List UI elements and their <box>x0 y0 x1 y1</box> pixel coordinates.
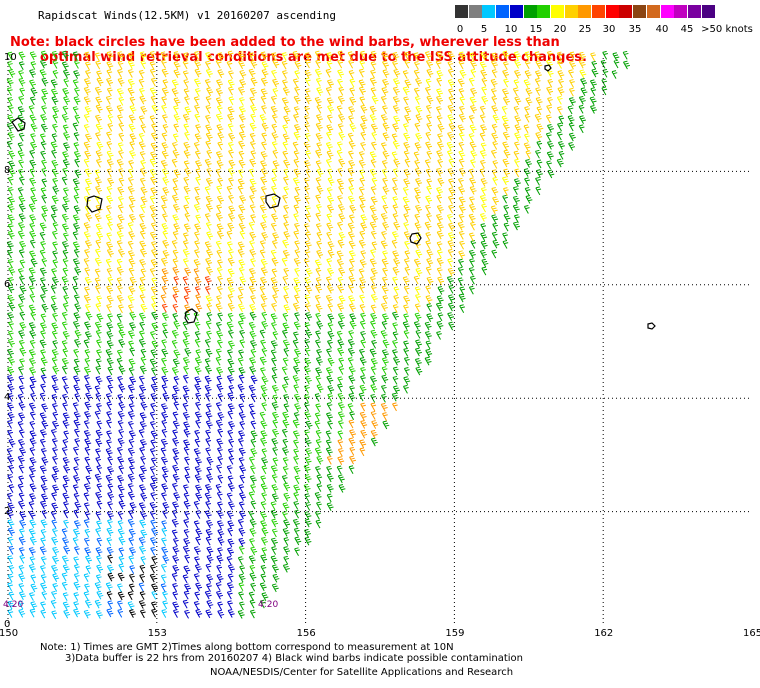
legend-swatch <box>660 5 674 18</box>
island-outline <box>544 64 552 72</box>
wind-barbs-layer <box>6 50 630 620</box>
wind-barb-group <box>6 50 630 619</box>
legend-label: 30 <box>602 24 616 35</box>
legend-swatch <box>509 5 523 18</box>
wind-barb-group <box>160 266 398 466</box>
island-outline <box>86 195 103 213</box>
legend-label: >50 knots <box>701 24 753 35</box>
contamination-note-line-1: Note: black circles have been added to t… <box>10 35 560 50</box>
latitude-tick: 10 <box>4 52 17 63</box>
legend-swatch <box>482 5 496 18</box>
latitude-tick: 2 <box>4 505 11 517</box>
island-outline <box>409 232 422 245</box>
legend-swatch <box>674 5 688 18</box>
legend-swatch <box>537 5 551 18</box>
legend-label: 10 <box>504 24 518 35</box>
legend-swatch <box>701 5 715 18</box>
contamination-note-line-2: optimal wind retrieval conditions are me… <box>40 50 587 65</box>
longitude-tick: 162 <box>594 628 614 639</box>
latitude-tick: 6 <box>4 278 11 290</box>
wind-barb-group <box>106 554 159 619</box>
legend-label: 20 <box>553 24 567 35</box>
wind-barb-group <box>6 374 258 619</box>
legend-swatch <box>605 5 619 18</box>
legend-label: 5 <box>480 24 488 35</box>
legend-swatch <box>646 5 660 18</box>
footer-note-line-1: Note: 1) Times are GMT 2)Times along bot… <box>40 642 454 653</box>
legend-swatch <box>592 5 605 18</box>
legend-label: 40 <box>655 24 669 35</box>
legend-label: 35 <box>628 24 642 35</box>
legend-label: 45 <box>680 24 694 35</box>
legend-label: 25 <box>578 24 592 35</box>
island-outline <box>265 193 281 209</box>
wind-barb-group <box>161 276 212 313</box>
wind-barb-group <box>6 50 422 591</box>
legend-swatch <box>687 5 701 18</box>
longitude-tick: 165 <box>743 628 760 639</box>
longitude-tick: 159 <box>445 628 465 639</box>
wind-barb-group <box>7 519 168 620</box>
latitude-tick: 0 <box>4 619 11 630</box>
wind-barb-group <box>83 50 587 313</box>
legend-swatch <box>619 5 633 18</box>
longitude-tick: 153 <box>147 628 167 639</box>
island-outline <box>184 308 198 324</box>
island-outline <box>647 322 656 330</box>
lat-lon-grid <box>7 58 752 625</box>
island-outlines <box>11 64 656 330</box>
wind-barb-group <box>83 50 596 314</box>
island-outline <box>11 117 26 132</box>
legend-label: 0 <box>456 24 464 35</box>
legend-label: 15 <box>529 24 543 35</box>
latitude-tick: 4 <box>4 392 11 404</box>
legend-swatch <box>468 5 482 18</box>
legend-swatch <box>578 5 592 18</box>
map-title: Rapidscat Winds(12.5KM) v1 20160207 asce… <box>38 9 337 22</box>
longitude-tick: 156 <box>296 628 316 639</box>
latitude-tick: 8 <box>4 165 11 177</box>
legend-swatch <box>523 5 537 18</box>
legend-swatch <box>455 5 468 18</box>
footer-credit: NOAA/NESDIS/Center for Satellite Applica… <box>210 667 514 678</box>
time-label-right: 4:20 <box>258 600 279 610</box>
longitude-tick: 150 <box>0 628 19 639</box>
legend-swatch <box>564 5 578 18</box>
time-label-left: 4:20 <box>3 600 24 610</box>
legend-swatch <box>550 5 564 18</box>
wind-barb-group <box>7 518 170 618</box>
legend-swatch <box>633 5 647 18</box>
footer-note-line-2: 3)Data buffer is 22 hrs from 20160207 4)… <box>65 653 523 664</box>
legend-swatch <box>496 5 510 18</box>
